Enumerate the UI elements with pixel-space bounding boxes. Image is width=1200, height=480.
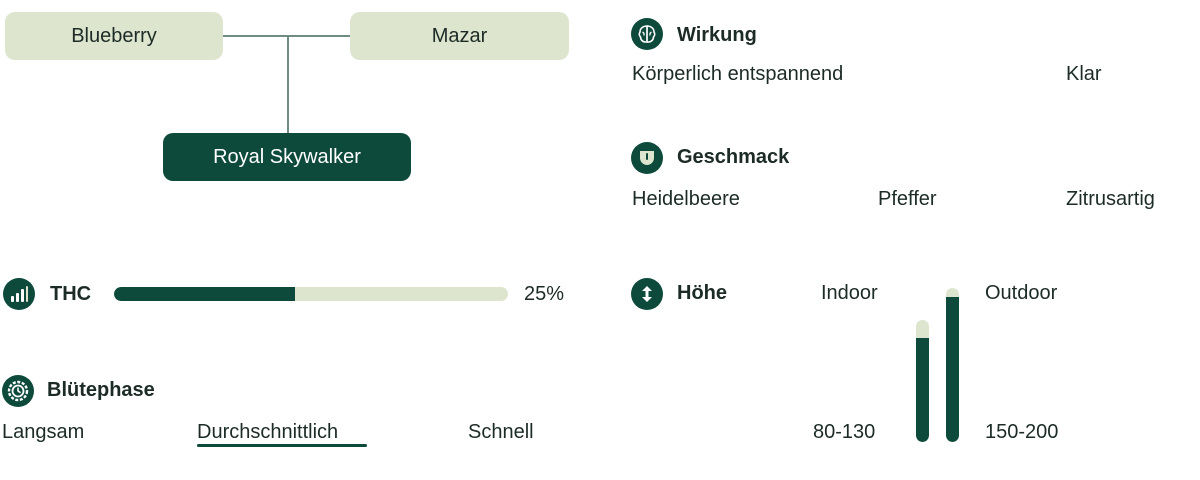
parent-strain-left[interactable]: Blueberry	[5, 12, 223, 60]
thc-label: THC	[50, 283, 92, 305]
thc-bar-fill	[114, 287, 296, 301]
geschmack-item-1: Heidelbeere	[632, 188, 740, 210]
geschmack-title: Geschmack	[677, 146, 790, 168]
parent-strain-left-label: Blueberry	[71, 24, 157, 47]
wirkung-item-1: Körperlich entspannend	[632, 63, 844, 85]
child-strain[interactable]: Royal Skywalker	[163, 133, 411, 181]
hoehe-title: Höhe	[677, 282, 727, 304]
signal-bars-icon	[3, 278, 35, 310]
up-down-arrows-icon	[631, 278, 663, 310]
child-strain-label: Royal Skywalker	[213, 145, 361, 168]
genealogy-horizontal-connector	[223, 35, 350, 37]
taste-shield-icon	[631, 142, 663, 174]
hoehe-indoor-range: 80-130	[813, 421, 876, 443]
geschmack-item-2: Pfeffer	[878, 188, 937, 210]
thc-value: 25%	[524, 283, 565, 305]
genealogy-vertical-connector	[287, 35, 289, 134]
hoehe-outdoor-bar	[946, 288, 959, 442]
hoehe-indoor-bar-fill	[916, 338, 929, 442]
geschmack-item-3: Zitrusartig	[1066, 188, 1155, 210]
bluetephase-option-schnell[interactable]: Schnell	[468, 421, 534, 443]
hoehe-outdoor-range: 150-200	[985, 421, 1059, 443]
wirkung-title: Wirkung	[677, 24, 757, 46]
parent-strain-right[interactable]: Mazar	[350, 12, 569, 60]
bluetephase-option-langsam[interactable]: Langsam	[2, 421, 85, 443]
thc-bar	[114, 287, 508, 301]
clock-gear-icon	[2, 375, 34, 407]
hoehe-outdoor-label: Outdoor	[985, 282, 1058, 304]
hoehe-outdoor-bar-fill	[946, 297, 959, 442]
hoehe-indoor-label: Indoor	[821, 282, 878, 304]
hoehe-indoor-bar	[916, 320, 929, 442]
bluetephase-selected-underline	[197, 444, 367, 447]
brain-icon	[631, 18, 663, 50]
bluetephase-title: Blütephase	[47, 379, 155, 401]
bluetephase-option-durchschnittlich[interactable]: Durchschnittlich	[197, 421, 339, 443]
parent-strain-right-label: Mazar	[431, 24, 488, 47]
wirkung-item-2: Klar	[1066, 63, 1102, 85]
